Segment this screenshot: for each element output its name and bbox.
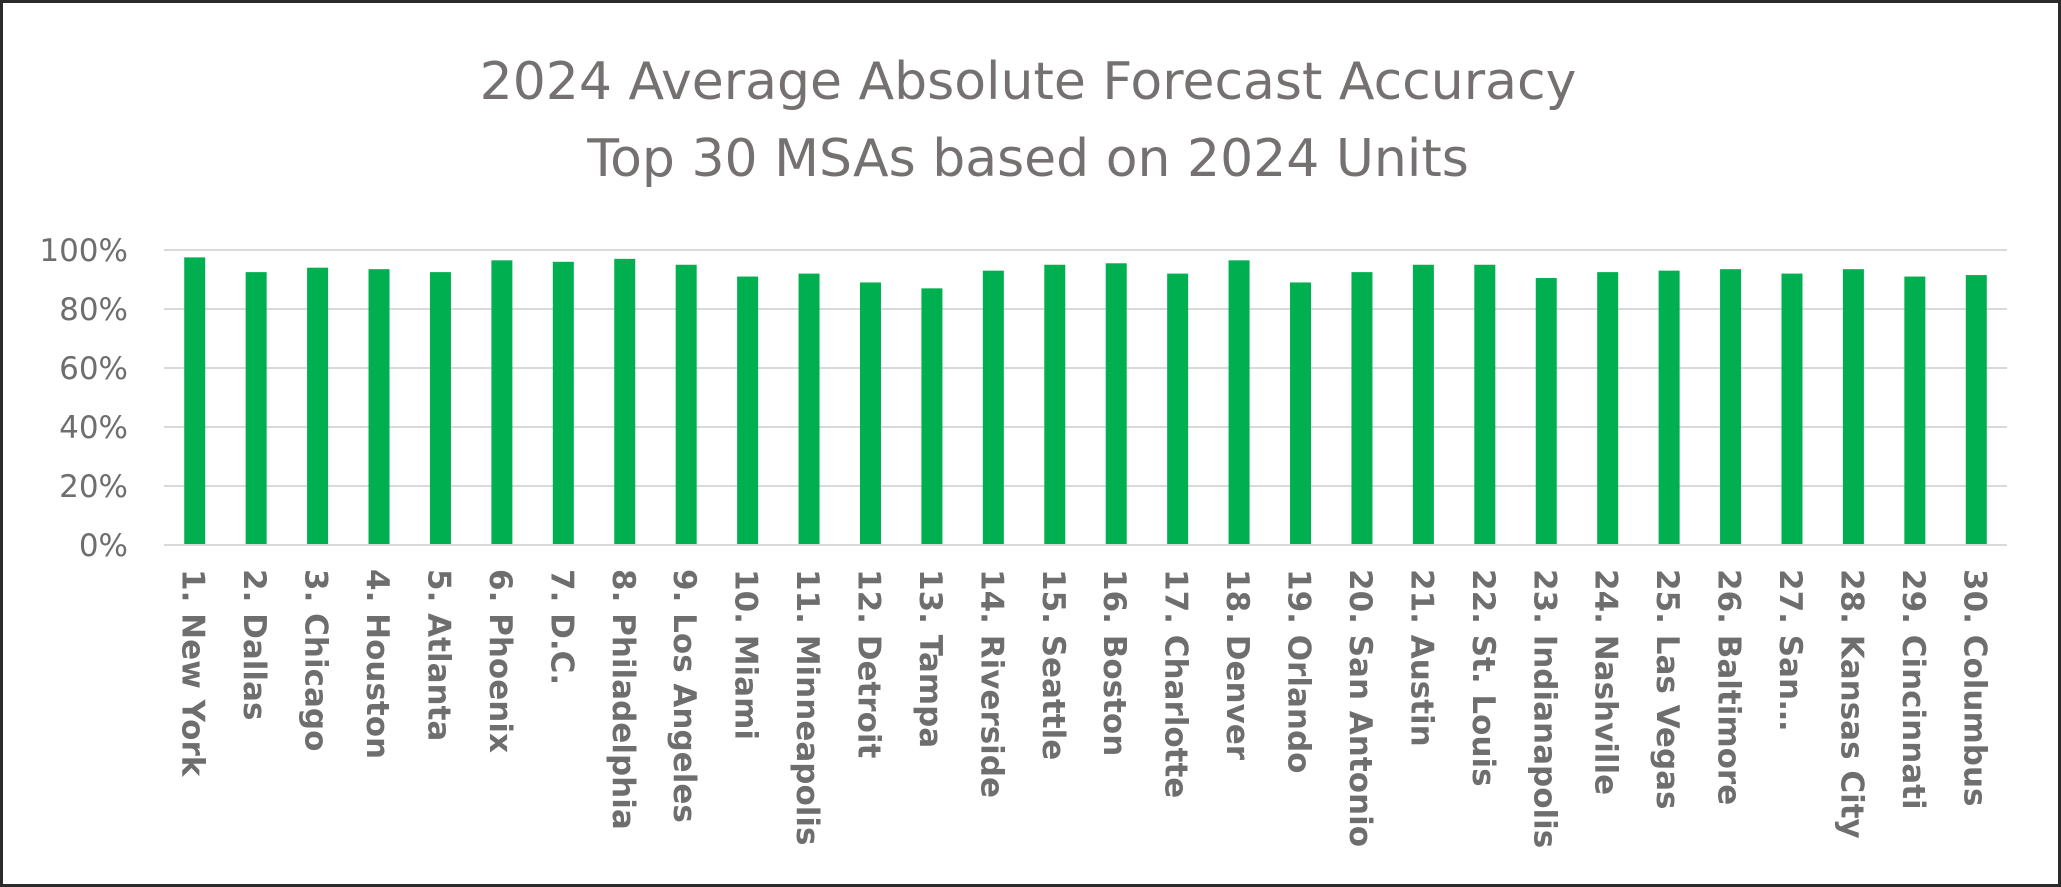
x-tick-label: 7. D.C. [543, 569, 579, 685]
bar [368, 269, 390, 545]
x-tick-label: 4. Houston [359, 569, 395, 759]
y-tick-label: 20% [59, 469, 128, 505]
x-tick-label: 12. Detroit [850, 569, 886, 758]
y-tick-label: 60% [59, 351, 128, 387]
x-tick-label: 1. New York [175, 569, 211, 778]
bar [1597, 272, 1619, 545]
bars [184, 257, 1987, 545]
bar [245, 272, 267, 545]
x-tick-label: 2. Dallas [236, 569, 272, 720]
bar [1044, 264, 1066, 545]
bar [675, 264, 697, 545]
bar [1904, 276, 1926, 545]
bar [1290, 282, 1312, 545]
y-axis: 0% 20% 40% 60% 80% 100% [39, 233, 128, 564]
bar [1474, 264, 1496, 545]
bar [307, 267, 329, 545]
x-tick-label: 28. Kansas City [1833, 569, 1869, 839]
bar [184, 257, 206, 545]
bar [1167, 273, 1189, 545]
bar [1412, 264, 1434, 545]
x-tick-label: 14. Riverside [973, 569, 1009, 798]
y-tick-label: 80% [59, 292, 128, 328]
x-tick-label: 26. Baltimore [1711, 569, 1747, 805]
y-tick-label: 40% [59, 410, 128, 446]
x-tick-label: 9. Los Angeles [666, 569, 702, 823]
x-tick-label: 5. Atlanta [420, 569, 456, 741]
x-tick-label: 20. San Antonio [1342, 569, 1378, 847]
x-axis: 1. New York 2. Dallas 3. Chicago 4. Houston… [175, 569, 1993, 848]
x-tick-label: 30. Columbus [1956, 569, 1992, 806]
x-tick-label: 11. Minneapolis [789, 569, 825, 845]
bar [1105, 263, 1127, 545]
x-tick-label: 29. Cincinnati [1895, 569, 1931, 810]
x-tick-label: 16. Boston [1096, 569, 1132, 756]
x-tick-label: 27. San… [1772, 569, 1808, 731]
bar [1842, 269, 1864, 545]
bar [921, 288, 943, 545]
bar [552, 261, 574, 545]
x-tick-label: 22. St. Louis [1465, 569, 1501, 787]
bar [614, 258, 636, 545]
bar [798, 273, 820, 545]
x-tick-label: 15. Seattle [1035, 569, 1071, 760]
bar [1965, 275, 1987, 545]
y-tick-label: 100% [39, 233, 128, 269]
bar [1351, 272, 1373, 545]
bar [982, 270, 1004, 545]
x-tick-label: 21. Austin [1403, 569, 1439, 747]
bar [429, 272, 451, 545]
x-tick-label: 8. Philadelphia [605, 569, 641, 830]
bar [859, 282, 881, 545]
x-tick-label: 17. Charlotte [1158, 569, 1194, 798]
x-tick-label: 19. Orlando [1281, 569, 1317, 773]
x-tick-label: 18. Denver [1219, 569, 1255, 761]
bar [1720, 269, 1742, 545]
chart-title: 2024 Average Absolute Forecast Accuracy [480, 52, 1577, 112]
x-tick-label: 3. Chicago [298, 569, 334, 751]
x-tick-label: 23. Indianapolis [1526, 569, 1562, 848]
bar [491, 260, 513, 545]
bar [1781, 273, 1803, 545]
bar [1228, 260, 1250, 545]
y-tick-label: 0% [79, 528, 128, 564]
gridlines [164, 249, 2007, 487]
x-tick-label: 25. Las Vegas [1649, 569, 1685, 810]
bar [737, 276, 759, 545]
chart-subtitle: Top 30 MSAs based on 2024 Units [586, 129, 1469, 189]
x-tick-label: 6. Phoenix [482, 569, 518, 753]
x-tick-label: 24. Nashville [1588, 569, 1624, 795]
bar [1535, 278, 1557, 545]
x-tick-label: 10. Miami [728, 569, 764, 740]
bar-chart: 2024 Average Absolute Forecast Accuracy … [39, 52, 2007, 848]
x-tick-label: 13. Tampa [912, 569, 948, 748]
bar [1658, 270, 1680, 545]
